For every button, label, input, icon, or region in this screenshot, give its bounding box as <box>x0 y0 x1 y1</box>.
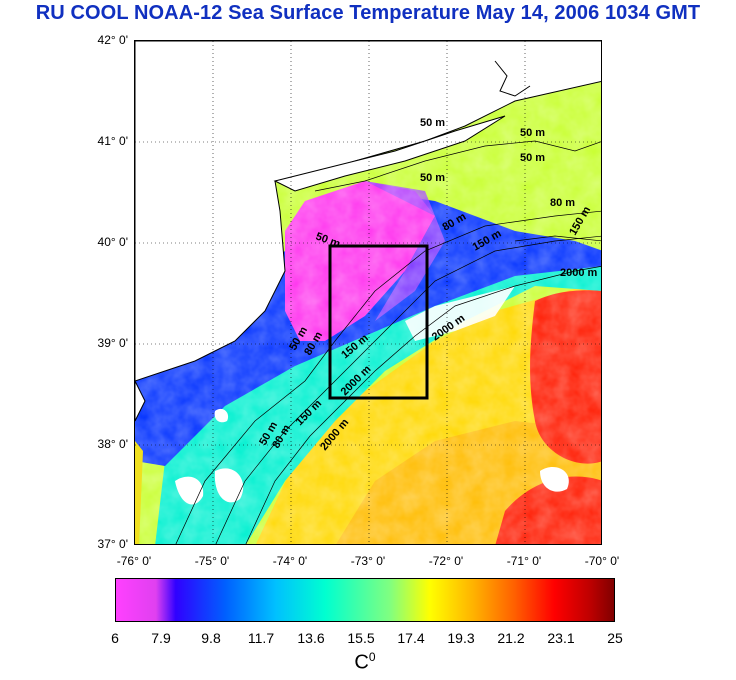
lon-label-75: -75° 0' <box>194 554 230 568</box>
colorbar-tick: 19.3 <box>447 630 475 646</box>
colorbar-tick: 6 <box>111 630 119 646</box>
sst-map-svg: 50 m 50 m 50 m 50 m 80 m 150 m 2000 m 50… <box>135 41 601 544</box>
colorbar-tick: 17.4 <box>397 630 425 646</box>
colorbar-unit: C0 <box>330 650 400 675</box>
land-southern-tip <box>135 441 143 544</box>
bathy-label: 50 m <box>520 127 545 139</box>
lon-label-73: -73° 0' <box>350 554 386 568</box>
bathymetry-contours <box>175 140 601 544</box>
colorbar-tick: 13.6 <box>297 630 325 646</box>
lon-label-72: -72° 0' <box>428 554 464 568</box>
colorbar-unit-base: C <box>354 651 369 674</box>
lat-label-41: 41° 0' <box>97 134 128 148</box>
land-delmarva <box>135 380 146 422</box>
lon-label-74: -74° 0' <box>272 554 308 568</box>
lon-label-71: -71° 0' <box>506 554 542 568</box>
colorbar-tick: 23.1 <box>547 630 575 646</box>
lon-label-70: -70° 0' <box>584 554 620 568</box>
colorbar-tick: 9.8 <box>201 630 221 646</box>
lat-label-39: 39° 0' <box>97 336 128 350</box>
colorbar-tick: 7.9 <box>151 630 171 646</box>
bathy-label: 50 m <box>520 152 545 164</box>
lat-label-37: 37° 0' <box>97 537 128 551</box>
bathy-label: 80 m <box>550 197 575 209</box>
graticule <box>135 41 601 544</box>
study-box[interactable] <box>328 244 429 400</box>
sst-map[interactable]: 50 m 50 m 50 m 50 m 80 m 150 m 2000 m 50… <box>134 40 602 545</box>
colorbar-tick: 25 <box>607 630 623 646</box>
lat-label-40: 40° 0' <box>97 235 128 249</box>
land-cape-cod <box>494 60 531 97</box>
colorbar-tick: 11.7 <box>247 630 275 646</box>
temperature-colorbar <box>115 578 615 622</box>
colorbar-unit-superscript: 0 <box>368 650 376 664</box>
land-long-island <box>273 115 506 192</box>
bathy-label: 50 m <box>420 172 445 184</box>
colorbar-tick: 21.2 <box>497 630 525 646</box>
map-title: RU COOL NOAA-12 Sea Surface Temperature … <box>35 2 701 24</box>
lat-label-42: 42° 0' <box>97 33 128 47</box>
lat-label-38: 38° 0' <box>97 437 128 451</box>
bathy-label: 2000 m <box>560 267 598 279</box>
lon-label-76: -76° 0' <box>116 554 152 568</box>
colorbar-tick: 15.5 <box>347 630 375 646</box>
bathy-label: 50 m <box>420 117 445 129</box>
